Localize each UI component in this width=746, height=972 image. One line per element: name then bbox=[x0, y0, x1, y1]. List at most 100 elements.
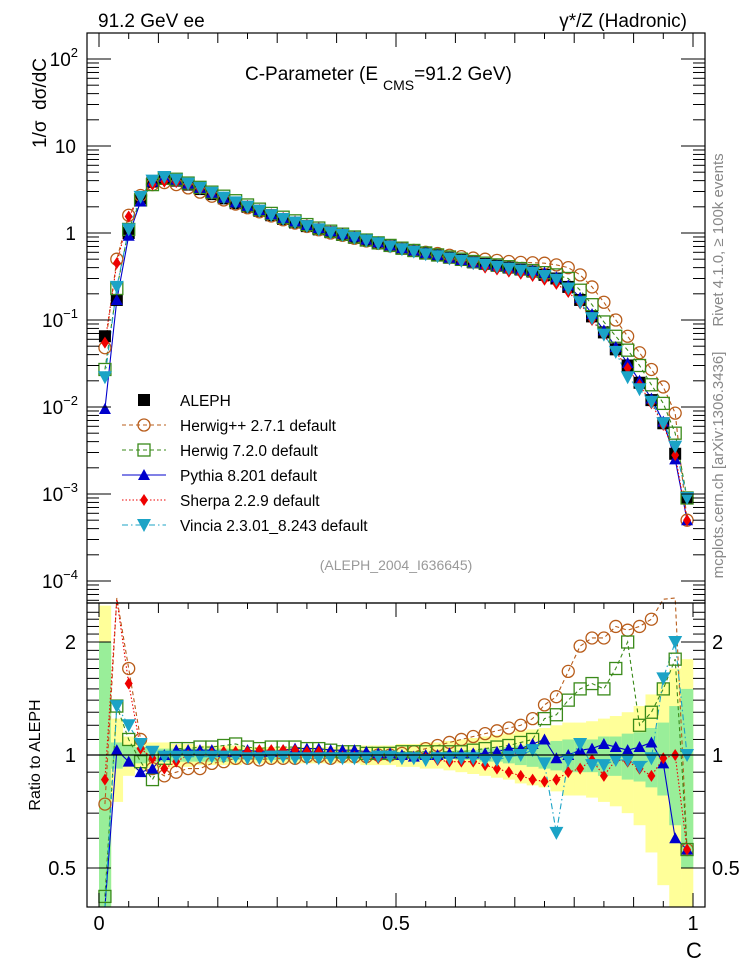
legend-marker bbox=[137, 418, 151, 432]
ratio-point bbox=[418, 753, 433, 767]
main-series-points bbox=[97, 171, 695, 527]
ratio-point bbox=[552, 773, 561, 786]
chart-title-sub: CMS bbox=[383, 77, 414, 93]
ratio-point bbox=[98, 797, 112, 811]
header-left-label: 91.2 GeV ee bbox=[98, 11, 205, 32]
ratio-y-axis-label: Ratio to ALEPH bbox=[27, 699, 44, 810]
y-tick-label-base: 10 bbox=[50, 50, 71, 71]
chart-title-main: C-Parameter (E bbox=[245, 64, 378, 85]
ratio-point bbox=[181, 750, 196, 764]
main-point bbox=[656, 380, 670, 394]
y-tick-label: 10−1 bbox=[42, 306, 78, 332]
ratio-point bbox=[501, 750, 516, 764]
ratio-point bbox=[109, 700, 124, 714]
main-point bbox=[124, 210, 133, 223]
main-point bbox=[525, 266, 540, 280]
y-tick-label: 10−3 bbox=[42, 480, 78, 506]
mcplots-label: mcplots.cern.ch [arXiv:1306.3436] bbox=[710, 352, 727, 579]
main-point bbox=[632, 346, 647, 360]
ratio-y-tick-label-right: 2 bbox=[712, 632, 723, 654]
ratio-point bbox=[489, 753, 504, 767]
main-point bbox=[668, 426, 682, 440]
ratio-point bbox=[597, 682, 611, 696]
ratio-point bbox=[621, 623, 635, 637]
main-point bbox=[668, 440, 683, 454]
ratio-band-stat bbox=[681, 688, 694, 868]
ratio-point bbox=[538, 733, 551, 745]
main-point bbox=[621, 343, 635, 357]
main-point bbox=[98, 330, 111, 343]
ratio-point bbox=[371, 750, 386, 764]
main-point bbox=[513, 264, 528, 278]
main-point bbox=[311, 223, 326, 237]
legend-label: Pythia 8.201 default bbox=[180, 468, 318, 485]
ratio-point bbox=[609, 741, 622, 753]
main-point bbox=[561, 282, 576, 296]
ratio-point bbox=[110, 744, 123, 756]
ratio-point bbox=[549, 826, 564, 840]
main-point bbox=[181, 177, 196, 191]
y-axis-label: 1/σ dσ/dC bbox=[30, 58, 51, 148]
y-tick-label-exp: −1 bbox=[63, 306, 78, 321]
y-tick-label-exp: −2 bbox=[63, 393, 78, 408]
rivet-label: Rivet 4.1.0, ≥ 100k events bbox=[710, 153, 727, 326]
ratio-point bbox=[100, 773, 109, 786]
legend-marker bbox=[137, 519, 151, 532]
x-axis-label: C bbox=[686, 938, 702, 963]
main-point bbox=[656, 396, 670, 411]
main-point bbox=[573, 296, 588, 310]
main-point bbox=[264, 209, 279, 223]
ratio-point bbox=[121, 719, 136, 733]
main-point bbox=[418, 248, 433, 262]
analysis-label: (ALEPH_2004_I636645) bbox=[320, 557, 473, 573]
main-point bbox=[549, 273, 564, 287]
legend: ALEPH Herwig++ 2.7.1 default Herwig 7.2.0 … bbox=[122, 393, 368, 535]
legend-marker bbox=[138, 394, 150, 406]
ratio-point bbox=[122, 755, 135, 767]
ratio-point bbox=[504, 766, 513, 779]
ratio-band-stat bbox=[574, 739, 587, 773]
y-tick-label: 10 bbox=[55, 137, 76, 158]
main-point bbox=[252, 204, 267, 218]
legend-entry: Pythia 8.201 default bbox=[122, 468, 318, 485]
ratio-point bbox=[561, 693, 575, 707]
main-point bbox=[608, 345, 623, 359]
main-point bbox=[632, 358, 647, 373]
ratio-point bbox=[585, 759, 600, 773]
main-point bbox=[359, 234, 374, 248]
legend-entry: ALEPH bbox=[138, 393, 231, 410]
main-point bbox=[100, 336, 109, 349]
main-point bbox=[145, 174, 160, 188]
ratio-y-tick-label-left: 1 bbox=[65, 745, 76, 767]
ratio-point bbox=[490, 724, 504, 738]
main-point bbox=[109, 280, 124, 294]
ratio-point bbox=[134, 766, 147, 778]
ratio-point bbox=[596, 759, 611, 773]
legend-marker bbox=[140, 494, 148, 506]
main-point bbox=[430, 250, 445, 264]
main-point bbox=[299, 220, 314, 234]
main-point bbox=[644, 362, 659, 377]
ratio-point bbox=[644, 612, 659, 626]
ratio-point bbox=[146, 762, 159, 774]
main-point bbox=[596, 328, 611, 342]
ratio-point bbox=[632, 760, 647, 774]
y-tick-label-base: 10 bbox=[42, 311, 63, 332]
legend-marker bbox=[138, 469, 150, 480]
ratio-point bbox=[669, 832, 682, 844]
main-point bbox=[537, 270, 552, 284]
main-point bbox=[216, 191, 231, 205]
y-tick-label-exp: −4 bbox=[63, 567, 78, 582]
ratio-point bbox=[204, 750, 219, 764]
ratio-point bbox=[550, 752, 563, 764]
main-point bbox=[383, 240, 398, 254]
ratio-point bbox=[145, 745, 160, 759]
main-point bbox=[204, 186, 219, 200]
legend-entry: Sherpa 2.2.9 default bbox=[122, 493, 320, 510]
main-point bbox=[335, 228, 350, 242]
y-tick-label: 102 bbox=[50, 45, 78, 71]
ratio-point bbox=[632, 619, 647, 634]
ratio-point bbox=[525, 744, 540, 758]
header-right-label: γ*/Z (Hadronic) bbox=[559, 11, 687, 32]
